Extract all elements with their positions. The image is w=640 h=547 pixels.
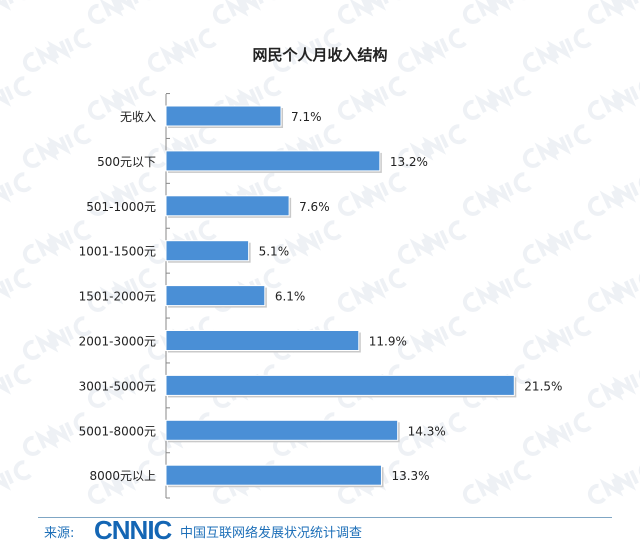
bar (165, 150, 381, 172)
chart-title: 网民个人月收入结构 (252, 46, 388, 64)
footer-divider (38, 517, 612, 518)
category-label: 1501-2000元 (79, 290, 156, 304)
data-label: 7.1% (291, 110, 322, 124)
bar (165, 330, 360, 351)
bar (165, 240, 250, 262)
bar (165, 419, 399, 441)
data-label: 13.2% (390, 155, 428, 169)
data-label: 11.9% (369, 335, 407, 349)
category-label: 3001-5000元 (79, 379, 156, 393)
data-label: 13.3% (391, 469, 429, 483)
category-label: 1001-1500元 (79, 245, 156, 259)
source-label: 来源: (44, 526, 75, 541)
data-label: 5.1% (259, 245, 290, 259)
source-org: 中国互联网络发展状况统计调查 (180, 526, 363, 541)
bar (165, 374, 515, 396)
category-label: 501-1000元 (86, 200, 156, 214)
category-label: 2001-3000元 (79, 335, 156, 349)
bar (165, 464, 382, 486)
data-label: 21.5% (524, 379, 562, 393)
category-label: 8000元以上 (89, 469, 156, 483)
bar (165, 195, 290, 217)
category-label: 500元以下 (97, 155, 156, 169)
category-label: 无收入 (120, 110, 156, 124)
cnnic-logo: CNNIC (94, 515, 172, 545)
bar (165, 285, 266, 307)
category-label: 5001-8000元 (79, 424, 156, 438)
bar (165, 105, 282, 127)
data-label: 6.1% (275, 290, 306, 304)
data-label: 14.3% (408, 424, 446, 438)
data-label: 7.6% (299, 200, 330, 214)
